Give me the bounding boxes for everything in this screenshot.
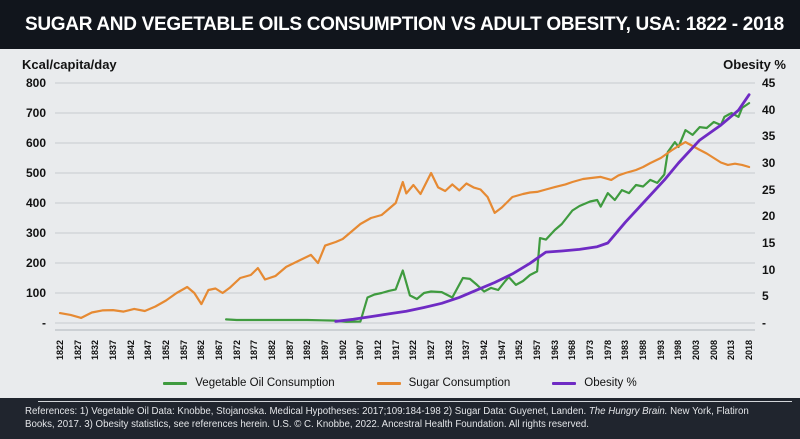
x-axis-label: 2008 — [708, 339, 719, 361]
x-axis-label: 2018 — [744, 339, 755, 361]
left-axis-title: Kcal/capita/day — [22, 57, 117, 72]
x-axis-label: 1847 — [143, 339, 154, 361]
right-axis-tick: 20 — [762, 209, 776, 224]
x-axis-label: 1892 — [302, 339, 313, 361]
legend-item: Vegetable Oil Consumption — [163, 377, 335, 389]
x-axis-label: 1917 — [390, 339, 401, 361]
x-axis-label: 1877 — [249, 339, 260, 361]
x-axis-label: 2013 — [726, 339, 737, 361]
right-axis-tick: 5 — [762, 289, 769, 304]
x-axis-label: 1912 — [373, 339, 384, 361]
right-axis-tick: 35 — [762, 129, 776, 144]
x-axis-label: 1922 — [408, 339, 419, 361]
x-axis-label: 1822 — [55, 339, 65, 361]
x-axis-label: 1998 — [673, 339, 684, 361]
x-axis-label: 1973 — [585, 339, 596, 361]
plot-svg — [55, 82, 755, 331]
left-axis-tick: 500 — [25, 166, 46, 180]
x-axis-label: 1942 — [479, 339, 490, 361]
legend-label: Sugar Consumption — [408, 377, 511, 389]
x-axis-label: 1932 — [443, 339, 454, 361]
x-axis-label: 1827 — [72, 339, 83, 361]
left-axis-tick: 700 — [25, 106, 46, 120]
legend-swatch-icon — [163, 381, 188, 385]
legend-label: Obesity % — [584, 377, 637, 389]
legend-item: Obesity % — [552, 377, 637, 389]
series-line-obesity- — [334, 93, 751, 323]
x-axis-label: 1887 — [284, 339, 295, 361]
x-axis-label: 1842 — [125, 339, 136, 361]
x-axis-label: 1952 — [514, 339, 525, 361]
x-axis-label: 1963 — [549, 339, 560, 361]
x-axis-label: 1832 — [90, 339, 101, 361]
footer: References: 1) Vegetable Oil Data: Knobb… — [0, 398, 800, 439]
right-axis-tick: 30 — [762, 156, 776, 170]
legend-item: Sugar Consumption — [376, 377, 511, 389]
x-axis-label: 1837 — [108, 339, 118, 361]
series-line-vegetable-oil-consumption — [225, 101, 751, 323]
x-axis-label: 1993 — [655, 339, 666, 361]
legend-swatch-icon — [552, 381, 577, 385]
chart-title-bar: SUGAR AND VEGETABLE OILS CONSUMPTION VS … — [0, 0, 800, 49]
x-axis-label: 1947 — [496, 339, 507, 361]
x-axis-label: 1957 — [532, 339, 543, 361]
x-axis-label: 1857 — [178, 339, 189, 361]
x-axis-label: 1902 — [337, 339, 348, 361]
legend: Vegetable Oil Consumption Sugar Consumpti… — [0, 377, 800, 389]
footer-divider — [38, 401, 792, 402]
x-axis-label: 1852 — [161, 339, 172, 361]
x-axis-label: 1983 — [620, 339, 631, 361]
x-axis-label: 1978 — [602, 339, 613, 361]
footer-book-title: The Hungry Brain. — [588, 406, 668, 417]
x-axis-label: 1937 — [461, 339, 472, 361]
x-axis-label: 2003 — [691, 339, 702, 361]
x-axis-label: 1882 — [267, 339, 278, 361]
right-axis-tick: 10 — [762, 262, 776, 277]
x-axis-label: 1968 — [567, 339, 578, 361]
right-axis-tick: 15 — [762, 236, 776, 250]
right-axis-tick: 40 — [762, 102, 776, 117]
x-axis-label: 1867 — [214, 339, 225, 361]
series-line-sugar-consumption — [58, 140, 751, 319]
right-axis-tick: 25 — [762, 182, 776, 197]
x-axis-label: 1862 — [196, 339, 207, 361]
x-axis-label: 1988 — [638, 339, 649, 361]
left-axis-tick: - — [42, 316, 46, 330]
legend-label: Vegetable Oil Consumption — [195, 377, 335, 389]
x-axis-label: 1872 — [231, 339, 242, 361]
left-axis-tick: 300 — [25, 226, 46, 240]
left-axis-tick: 600 — [25, 136, 46, 150]
chart-panel: Kcal/capita/day Obesity % 800 700 600 500 40… — [0, 49, 800, 398]
left-axis-tick: 400 — [25, 196, 46, 210]
legend-swatch-icon — [376, 381, 401, 385]
right-axis-tick: - — [762, 316, 766, 330]
footer-references: References: 1) Vegetable Oil Data: Knobb… — [25, 405, 772, 431]
footer-segment: References: 1) Vegetable Oil Data: Knobb… — [25, 406, 589, 417]
x-axis-label: 1927 — [426, 339, 437, 361]
left-axis-tick: 200 — [25, 256, 46, 270]
right-axis-tick: 45 — [762, 76, 776, 90]
right-axis-title: Obesity % — [723, 57, 786, 72]
left-axis-tick: 800 — [25, 76, 46, 90]
chart-title: SUGAR AND VEGETABLE OILS CONSUMPTION VS … — [25, 13, 784, 35]
left-axis-tick: 100 — [25, 286, 46, 300]
x-axis-label: 1907 — [355, 339, 366, 361]
x-axis-label: 1897 — [320, 339, 331, 361]
footer-segment: New York, Flatiron Books, 2017. 3) Obesi… — [25, 406, 749, 431]
